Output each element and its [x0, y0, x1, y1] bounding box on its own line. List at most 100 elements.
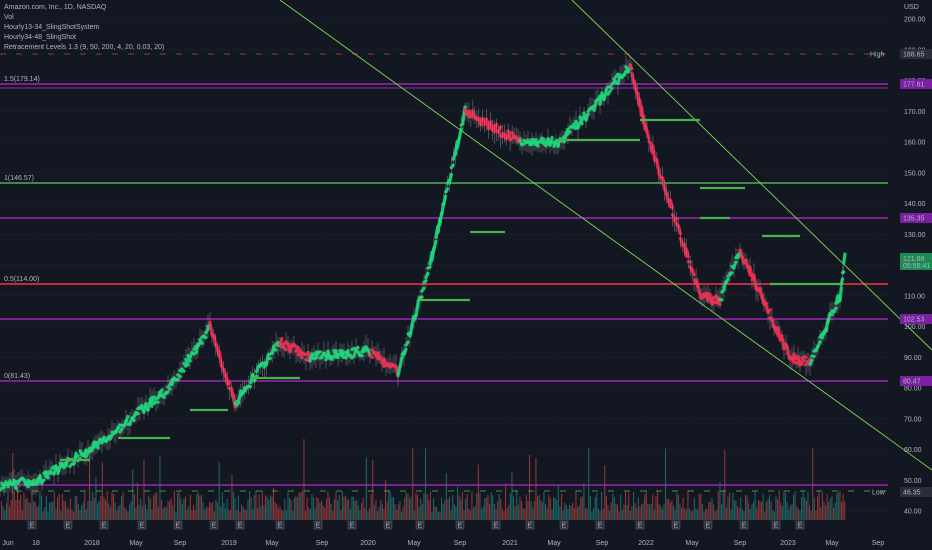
volume-bar: [461, 492, 463, 520]
currency-label: USD: [904, 4, 919, 11]
volume-bar: [761, 501, 763, 520]
earnings-marker-letter: E: [494, 523, 499, 530]
volume-bar: [162, 508, 164, 520]
price-segment: [296, 348, 302, 357]
volume-bar: [343, 497, 345, 520]
price-segment: [528, 137, 534, 147]
volume-bar: [60, 510, 62, 520]
price-axis[interactable]: 200.00190.00180.00170.00160.00150.00140.…: [870, 4, 932, 516]
volume-bar: [506, 508, 508, 520]
volume-bar: [591, 511, 593, 520]
volume-bar: [476, 493, 478, 520]
volume-bar: [607, 505, 609, 520]
volume-bar: [829, 498, 831, 520]
volume-bar: [157, 506, 159, 520]
volume-bar: [258, 494, 260, 520]
low-value: 46.35: [903, 490, 921, 497]
earnings-marker: [137, 520, 147, 530]
volume-bar: [485, 497, 487, 520]
volume-bar: [525, 495, 527, 520]
volume-bar: [423, 492, 425, 520]
volume-bar: [639, 506, 641, 520]
volume-bar: [66, 506, 68, 520]
volume-bar: [372, 460, 374, 520]
volume-bar: [545, 504, 547, 520]
volume-bar: [796, 506, 798, 520]
volume-bar: [599, 510, 601, 520]
price-segment: [465, 110, 471, 119]
volume-bar: [321, 500, 323, 520]
price-segment: [204, 327, 210, 335]
volume-bar: [527, 500, 529, 520]
price-segment: [274, 340, 280, 346]
volume-bar: [529, 454, 531, 520]
price-segment: [684, 247, 690, 259]
volume-bar: [421, 504, 423, 520]
price-tick-label: 60.00: [904, 447, 922, 454]
volume-bar: [677, 494, 679, 520]
volume-bar: [217, 502, 219, 520]
price-segment: [150, 395, 156, 406]
indicator-slingshot-34-48[interactable]: Hourly34-48_SlingShot: [4, 34, 76, 41]
price-segment: [726, 273, 732, 278]
price-segment: [88, 449, 94, 454]
earnings-marker: [455, 520, 465, 530]
volume-bar: [33, 501, 35, 520]
volume-bar: [117, 506, 119, 520]
price-segment: [647, 139, 653, 146]
volume-bar: [444, 500, 446, 520]
volume-bar: [73, 511, 75, 520]
volume-bar: [361, 503, 363, 520]
time-tick-label: May: [129, 540, 143, 547]
price-segment: [84, 451, 90, 459]
volume-bar: [284, 499, 286, 520]
volume-bar: [508, 505, 510, 520]
trend-lines[interactable]: [279, 0, 932, 471]
volume-bar: [369, 508, 371, 520]
time-axis[interactable]: Jun 18 2018 May Sep 2019 May Sep 2020 May Sep 2021 M…: [2, 540, 884, 547]
price-segment: [426, 265, 432, 270]
price-segment: [496, 125, 502, 135]
volume-bar: [250, 497, 252, 520]
volume-bar: [788, 509, 790, 520]
volume-bar: [346, 499, 348, 520]
price-segment: [42, 471, 48, 479]
indicator-slingshot-13-34[interactable]: Hourly13-34_SlingShotSystem: [4, 24, 100, 31]
volume-bar: [356, 499, 358, 520]
volume-bar: [185, 496, 187, 520]
volume-bar: [546, 508, 548, 520]
volume-bar: [668, 498, 670, 520]
symbol-title[interactable]: Amazon.com, Inc., 1D, NASDAQ: [4, 4, 107, 11]
indicator-vol[interactable]: Vol: [4, 14, 14, 21]
volume-bar: [785, 492, 787, 520]
volume-bar: [349, 508, 351, 520]
volume-bar: [57, 497, 59, 520]
volume-bar: [228, 509, 230, 520]
price-segment: [362, 347, 368, 354]
volume-bar: [85, 509, 87, 520]
volume-bar: [780, 502, 782, 520]
volume-bar: [663, 504, 665, 520]
volume-bar: [223, 502, 225, 520]
volume-bar: [577, 507, 579, 520]
volume-bar: [551, 509, 553, 520]
price-segment: [374, 353, 380, 361]
volume-bar: [25, 498, 27, 520]
volume-bar: [493, 503, 495, 520]
price-segment: [354, 345, 360, 351]
price-segment: [710, 295, 716, 303]
indicator-retracement[interactable]: Retracement Levels 1.3 (9, 50, 200, 4, 2…: [4, 44, 165, 51]
volume-bar: [119, 504, 121, 520]
retracement-levels: 1.5(179.14) 1(146.57) 0.5(114.00) 0(81.43): [0, 53, 888, 492]
volume-bar: [42, 511, 44, 520]
price-segment: [196, 341, 202, 348]
volume-bar: [575, 490, 577, 520]
chart-grid: [0, 10, 888, 540]
volume-bar: [673, 505, 675, 520]
volume-bar: [111, 492, 113, 520]
earnings-marker: [525, 520, 535, 530]
price-tick-label: 100.00: [904, 324, 926, 331]
volume-bar: [783, 491, 785, 520]
volume-bar: [666, 499, 668, 520]
